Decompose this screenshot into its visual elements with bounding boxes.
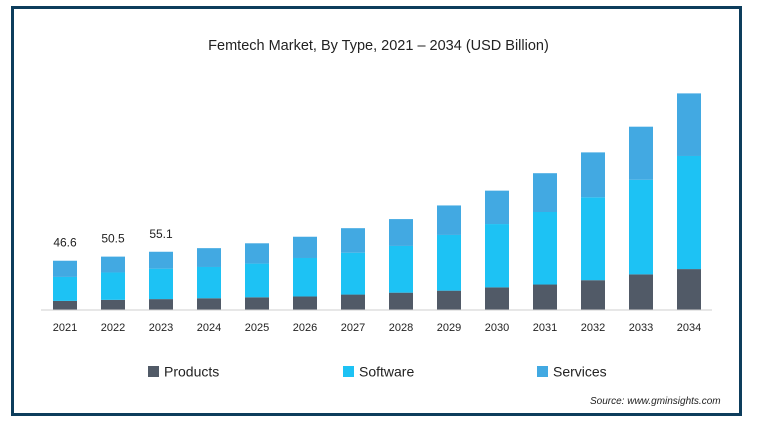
bar-software-2030: [485, 224, 509, 288]
bar-software-2028: [389, 245, 413, 293]
bar-services-2022: [101, 256, 125, 273]
source-note: Source: www.gminsights.com: [590, 396, 721, 407]
bar-software-2023: [149, 268, 173, 300]
bar-products-2021: [53, 300, 77, 310]
bar-products-2033: [629, 274, 653, 310]
bar-services-2032: [581, 152, 605, 198]
chart-frame: [11, 6, 742, 416]
x-ticks-group: 2021 2022 2023 2024 2025 2026 2027 2028 2029 2030…: [53, 322, 701, 334]
bar-services-2026: [293, 236, 317, 258]
bar-software-2029: [437, 234, 461, 291]
x-tick-label: 2031: [533, 322, 557, 334]
bar-software-2025: [245, 263, 269, 298]
x-tick-label: 2029: [437, 322, 461, 334]
data-label-2023: 55.1: [149, 227, 173, 241]
legend-item-software: Software: [343, 364, 414, 380]
x-tick-label: 2023: [149, 322, 173, 334]
bar-products-2029: [437, 290, 461, 310]
bar-services-2021: [53, 260, 77, 277]
bar-products-2022: [101, 299, 125, 310]
bar-services-2030: [485, 190, 509, 225]
x-tick-label: 2022: [101, 322, 125, 334]
x-tick-label: 2028: [389, 322, 413, 334]
bar-services-2027: [341, 228, 365, 253]
x-tick-label: 2032: [581, 322, 605, 334]
bar-software-2031: [533, 212, 557, 285]
legend-label: Services: [553, 364, 607, 380]
bar-software-2032: [581, 197, 605, 281]
bar-products-2034: [677, 269, 701, 310]
bar-products-2026: [293, 296, 317, 310]
x-tick-label: 2033: [629, 322, 653, 334]
bar-software-2021: [53, 276, 77, 301]
bar-products-2025: [245, 297, 269, 310]
x-tick-label: 2021: [53, 322, 77, 334]
legend-item-products: Products: [148, 364, 219, 380]
x-tick-label: 2025: [245, 322, 269, 334]
legend-swatch: [148, 366, 159, 377]
bar-services-2033: [629, 126, 653, 180]
legend: Products Software Services: [148, 364, 607, 380]
bar-products-2023: [149, 299, 173, 310]
bar-software-2026: [293, 257, 317, 297]
bar-software-2024: [197, 266, 221, 299]
legend-item-services: Services: [537, 364, 607, 380]
data-labels-group: 46.6 50.5 55.1: [53, 227, 173, 250]
bar-software-2027: [341, 252, 365, 295]
bar-services-2025: [245, 243, 269, 264]
bars-group: [53, 93, 701, 310]
bar-software-2034: [677, 155, 701, 270]
bar-products-2030: [485, 287, 509, 310]
x-tick-label: 2024: [197, 322, 221, 334]
bar-products-2032: [581, 280, 605, 310]
bar-services-2023: [149, 251, 173, 269]
bar-products-2027: [341, 294, 365, 310]
bar-services-2034: [677, 93, 701, 156]
chart-title: Femtech Market, By Type, 2021 – 2034 (US…: [208, 38, 549, 54]
x-tick-label: 2027: [341, 322, 365, 334]
data-label-2021: 46.6: [53, 236, 77, 250]
bar-services-2029: [437, 205, 461, 235]
x-tick-label: 2034: [677, 322, 701, 334]
legend-label: Software: [359, 364, 414, 380]
data-label-2022: 50.5: [101, 232, 125, 246]
bar-products-2031: [533, 284, 557, 310]
bar-products-2024: [197, 298, 221, 310]
x-tick-label: 2030: [485, 322, 509, 334]
bar-services-2024: [197, 248, 221, 267]
bar-services-2031: [533, 173, 557, 213]
legend-swatch: [343, 366, 354, 377]
bar-software-2033: [629, 179, 653, 275]
legend-label: Products: [164, 364, 219, 380]
legend-swatch: [537, 366, 548, 377]
bar-software-2022: [101, 272, 125, 300]
x-tick-label: 2026: [293, 322, 317, 334]
bar-services-2028: [389, 219, 413, 246]
bar-products-2028: [389, 292, 413, 310]
